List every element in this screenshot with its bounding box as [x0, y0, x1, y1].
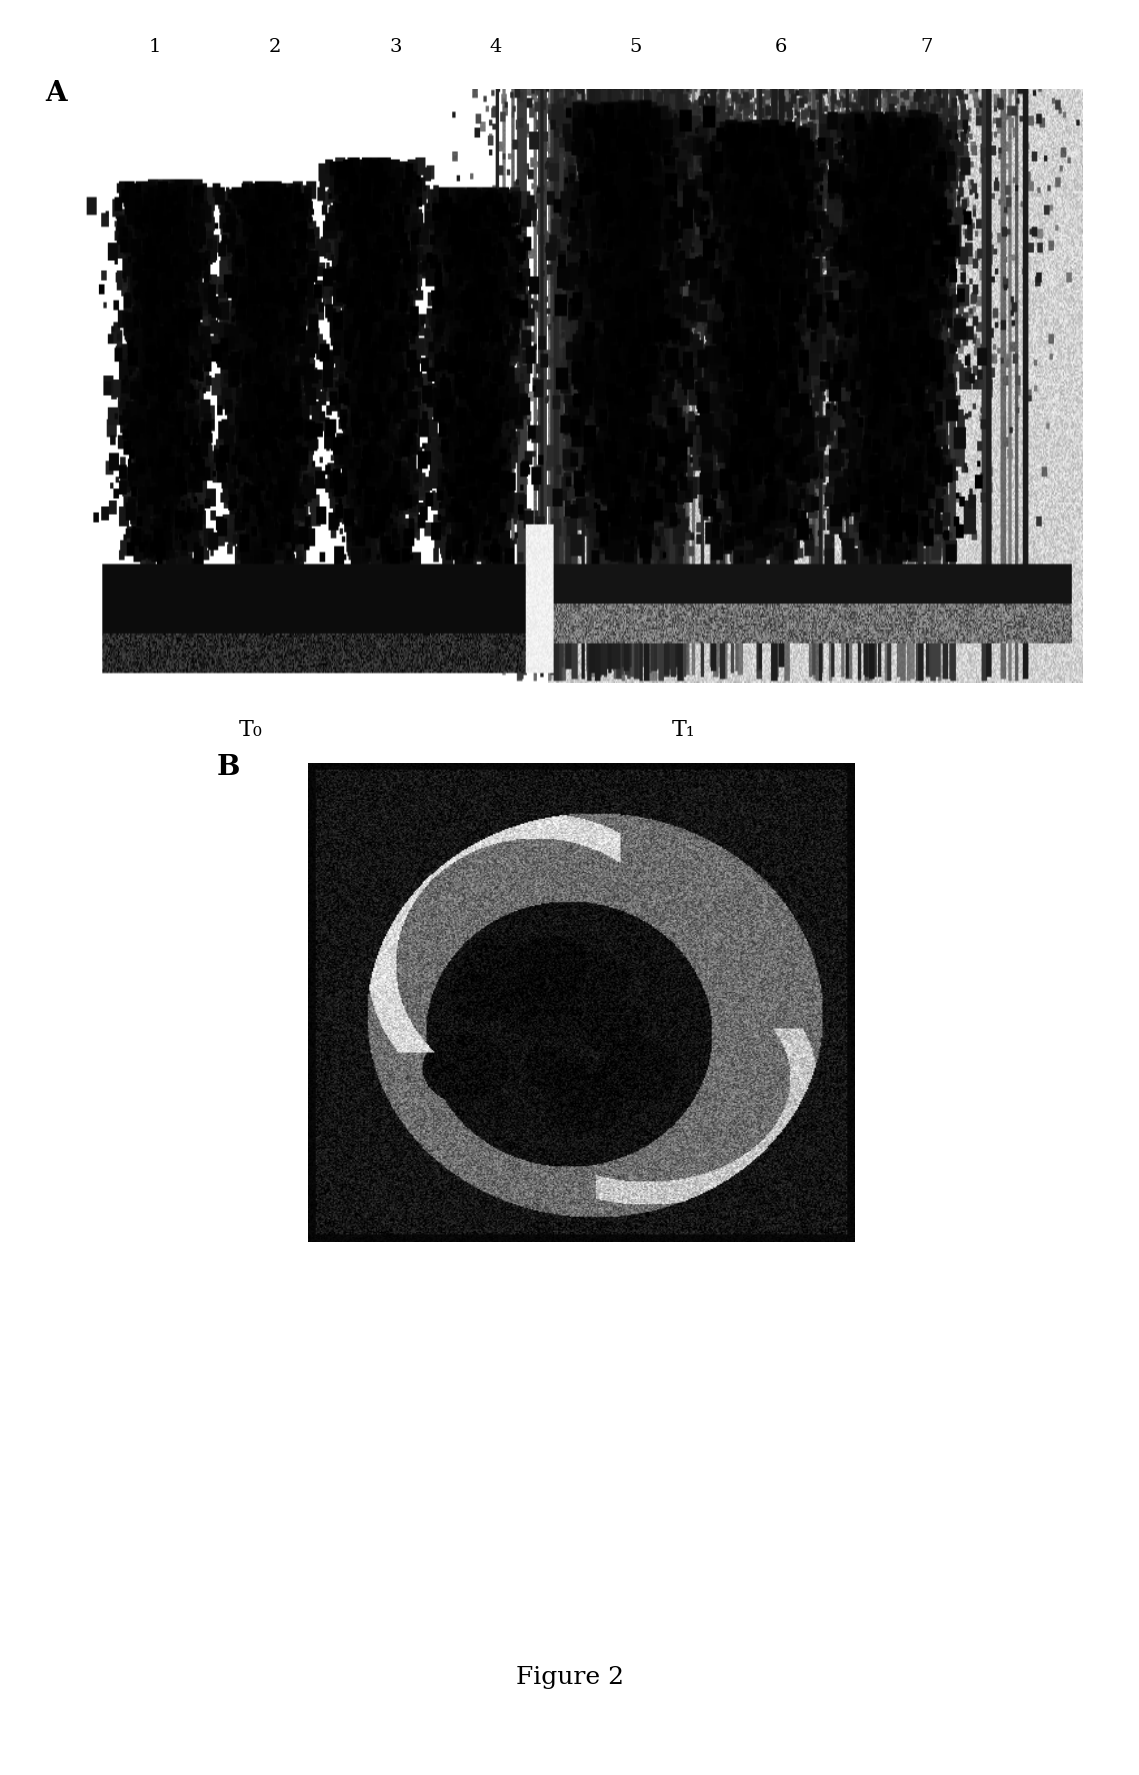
Text: 6: 6 [776, 37, 787, 57]
Text: 3: 3 [390, 37, 402, 57]
Text: 5: 5 [630, 37, 642, 57]
Text: A: A [46, 80, 67, 106]
Text: B: B [216, 754, 240, 781]
Text: 4: 4 [490, 37, 502, 57]
Text: 7: 7 [920, 37, 933, 57]
Text: T₁: T₁ [672, 719, 695, 740]
Text: 1: 1 [149, 37, 161, 57]
Text: T₀: T₀ [239, 719, 262, 740]
Text: Figure 2: Figure 2 [516, 1667, 623, 1688]
Text: 2: 2 [269, 37, 281, 57]
